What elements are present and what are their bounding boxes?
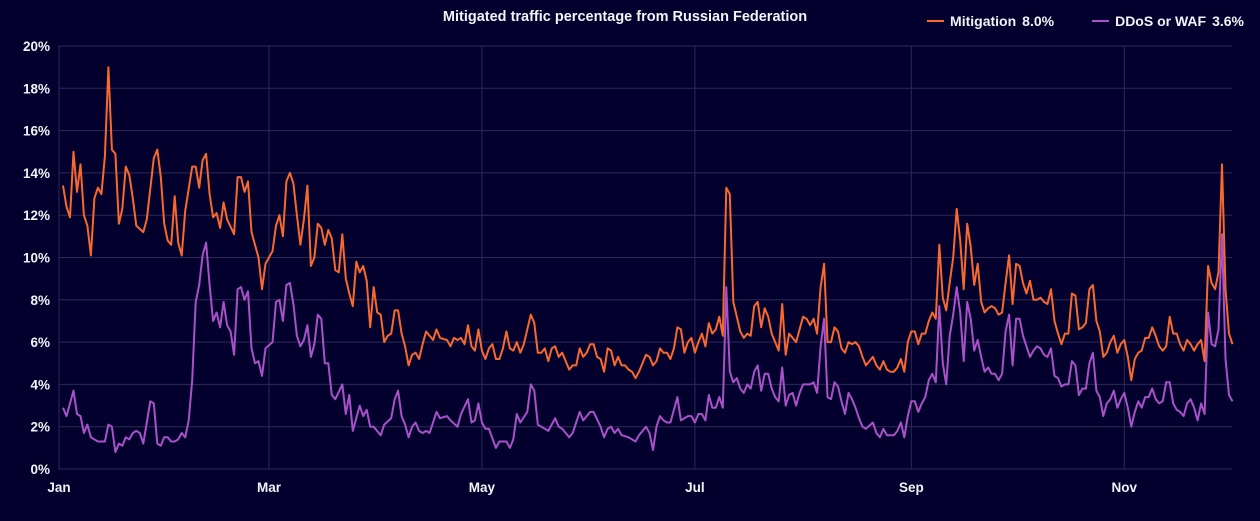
y-tick-label: 6% <box>30 335 50 350</box>
legend-swatch-mitigation <box>927 20 945 22</box>
legend-label-ddos-waf: DDoS or WAF <box>1115 13 1207 29</box>
legend-value-ddos-waf: 3.6% <box>1212 13 1244 29</box>
series-lines <box>62 66 1234 454</box>
x-tick-label: Mar <box>257 480 282 495</box>
legend-value-mitigation: 8.0% <box>1022 13 1055 29</box>
y-tick-label: 14% <box>23 166 50 181</box>
y-tick-label: 0% <box>30 462 50 477</box>
y-tick-label: 18% <box>23 81 50 96</box>
y-axis: 0% 2% 4% 6% 8% 10% 12% 14% 16% 18% 20% <box>23 39 50 477</box>
series-line-mitigation[interactable] <box>62 66 1234 382</box>
x-axis: Jan Mar May Jul Sep Nov <box>47 480 1137 495</box>
y-tick-label: 16% <box>23 124 50 139</box>
grid <box>58 45 1232 470</box>
y-tick-label: 20% <box>23 39 50 54</box>
x-tick-label: Jan <box>47 480 70 495</box>
legend-swatch-ddos-waf <box>1092 20 1110 22</box>
x-tick-label: Jul <box>685 480 705 495</box>
y-tick-label: 8% <box>30 293 50 308</box>
y-tick-label: 2% <box>30 420 50 435</box>
x-tick-label: Sep <box>899 480 924 495</box>
legend-label-mitigation: Mitigation <box>950 13 1017 29</box>
series-line-ddos-or-waf[interactable] <box>62 233 1234 454</box>
y-tick-label: 12% <box>23 208 50 223</box>
x-tick-label: May <box>469 480 496 495</box>
y-tick-label: 4% <box>30 377 50 392</box>
y-tick-label: 10% <box>23 251 50 266</box>
x-tick-label: Nov <box>1112 480 1138 495</box>
legend-item-mitigation[interactable]: Mitigation 8.0% <box>927 13 1054 29</box>
legend: Mitigation 8.0% DDoS or WAF 3.6% <box>927 13 1244 29</box>
chart-title: Mitigated traffic percentage from Russia… <box>442 9 808 25</box>
legend-item-ddos-waf[interactable]: DDoS or WAF 3.6% <box>1092 13 1244 29</box>
